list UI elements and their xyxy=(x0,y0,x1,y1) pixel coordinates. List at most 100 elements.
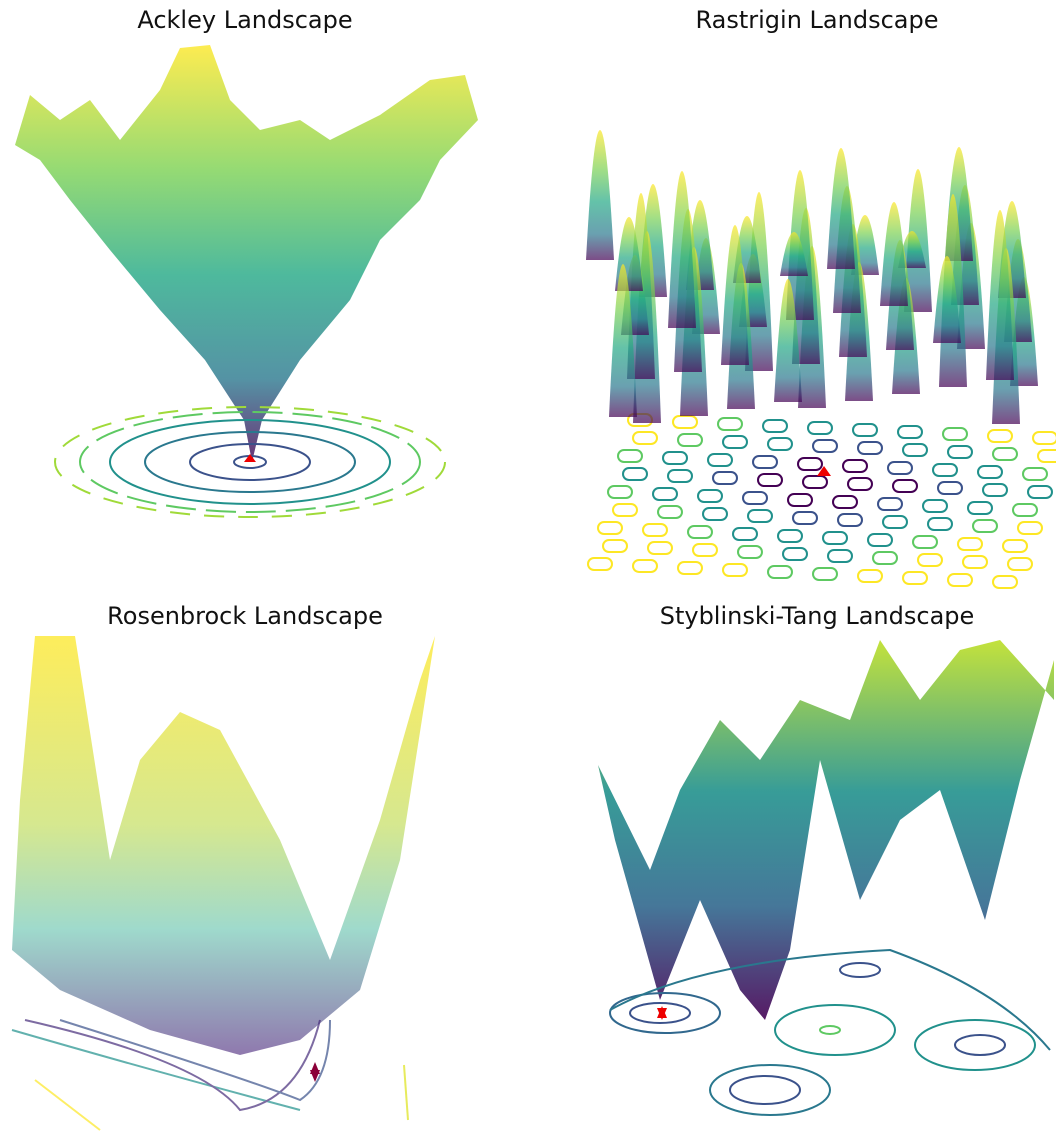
surface xyxy=(12,636,435,1055)
contour xyxy=(892,479,918,493)
contour xyxy=(777,529,803,543)
contour xyxy=(897,425,923,439)
surface-spike xyxy=(721,225,749,365)
contour xyxy=(882,515,908,529)
surface-spike xyxy=(933,256,961,343)
contours xyxy=(54,406,446,518)
contour xyxy=(947,573,973,587)
contour xyxy=(872,551,898,565)
contour xyxy=(667,469,693,483)
contour xyxy=(672,415,698,429)
contour xyxy=(1012,503,1038,517)
contour xyxy=(642,523,668,537)
contour xyxy=(602,539,628,553)
contour xyxy=(752,455,778,469)
contour xyxy=(702,507,728,521)
contour xyxy=(1022,467,1048,481)
contour xyxy=(677,433,703,447)
contour xyxy=(812,439,838,453)
contour xyxy=(852,423,878,437)
contour xyxy=(787,493,813,507)
contour xyxy=(782,547,808,561)
chart-title: Rastrigin Landscape xyxy=(696,6,939,34)
minimum-star xyxy=(657,1006,667,1020)
contour xyxy=(697,489,723,503)
contour xyxy=(612,503,638,517)
contour xyxy=(647,541,673,555)
contour xyxy=(962,555,988,569)
chart-title: Styblinski-Tang Landscape xyxy=(660,602,975,630)
contour xyxy=(652,487,678,501)
contour xyxy=(802,475,828,489)
contour xyxy=(742,491,768,505)
contour xyxy=(707,453,733,467)
contour xyxy=(617,449,643,463)
contour xyxy=(912,535,938,549)
contour xyxy=(812,567,838,581)
contour xyxy=(842,459,868,473)
surface xyxy=(15,45,478,462)
contour xyxy=(992,575,1018,589)
contour xyxy=(877,497,903,511)
contour xyxy=(1037,449,1056,463)
surface-spike xyxy=(880,202,908,306)
contour xyxy=(957,537,983,551)
minimum-star xyxy=(244,454,256,462)
surface-spike xyxy=(668,171,696,328)
surfaces xyxy=(11,45,1056,1131)
contour xyxy=(687,525,713,539)
surface-spike xyxy=(780,232,808,276)
contour xyxy=(767,565,793,579)
contour xyxy=(762,419,788,433)
contour xyxy=(722,435,748,449)
contour xyxy=(807,421,833,435)
contour xyxy=(692,543,718,557)
contour xyxy=(987,429,1013,443)
contour xyxy=(757,473,783,487)
chart-title: Rosenbrock Landscape xyxy=(107,602,383,630)
contour xyxy=(972,519,998,533)
titles: Ackley Landscape Rastrigin Landscape Rosen… xyxy=(107,6,974,630)
chart-title: Ackley Landscape xyxy=(137,6,352,34)
contour xyxy=(607,485,633,499)
contour xyxy=(992,447,1018,461)
contour xyxy=(942,427,968,441)
contour xyxy=(587,557,613,571)
contour xyxy=(947,445,973,459)
contour xyxy=(737,545,763,559)
contour xyxy=(792,511,818,525)
contour xyxy=(847,477,873,491)
contour xyxy=(867,533,893,547)
contour xyxy=(887,461,913,475)
contour xyxy=(767,437,793,451)
contour xyxy=(937,481,963,495)
contour xyxy=(1017,521,1043,535)
contour xyxy=(902,571,928,585)
contour xyxy=(1007,557,1033,571)
contour xyxy=(967,501,993,515)
surface-spike xyxy=(586,130,614,260)
contour xyxy=(622,467,648,481)
contour xyxy=(747,509,773,523)
surface-spike xyxy=(827,148,855,269)
contours xyxy=(609,948,1051,1116)
contour xyxy=(982,483,1008,497)
contour xyxy=(902,443,928,457)
minimum-star xyxy=(817,466,831,476)
surface xyxy=(598,640,1054,1020)
contour xyxy=(917,553,943,567)
contour xyxy=(722,563,748,577)
contour xyxy=(932,463,958,477)
contour xyxy=(977,465,1003,479)
contour xyxy=(732,527,758,541)
contour xyxy=(822,531,848,545)
contour xyxy=(1027,485,1053,499)
surface-spike xyxy=(774,279,802,402)
contour xyxy=(927,517,953,531)
surface-spike xyxy=(986,210,1014,380)
contour xyxy=(632,431,658,445)
contour xyxy=(1032,431,1056,445)
minimum-star xyxy=(310,1062,320,1082)
contour xyxy=(922,499,948,513)
